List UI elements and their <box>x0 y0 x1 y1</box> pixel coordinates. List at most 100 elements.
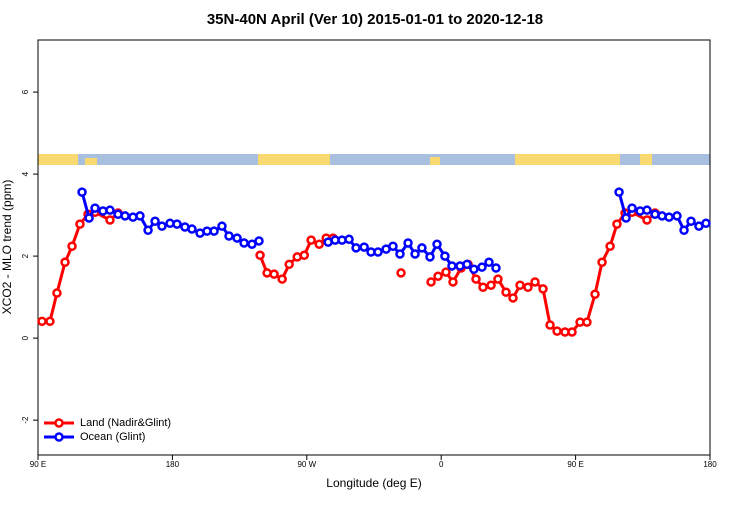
data-point <box>469 264 479 274</box>
data-point <box>277 274 287 284</box>
data-point <box>493 274 503 284</box>
legend-label: Ocean (Glint) <box>80 431 145 443</box>
data-point <box>433 271 443 281</box>
data-point <box>77 187 87 197</box>
data-point <box>90 203 100 213</box>
x-tick-label: 90 W <box>297 460 316 469</box>
data-point <box>75 219 85 229</box>
data-point <box>605 241 615 252</box>
data-point <box>672 211 682 221</box>
data-point <box>471 274 481 284</box>
legend-label: Land (Nadir&Glint) <box>80 417 171 429</box>
data-point <box>447 261 457 271</box>
data-point <box>239 238 249 248</box>
y-tick-label: -2 <box>21 416 30 424</box>
y-tick-label: 6 <box>21 89 30 94</box>
data-point <box>135 211 145 221</box>
data-point <box>567 327 577 337</box>
data-point <box>209 226 219 236</box>
data-point <box>84 213 94 223</box>
data-point <box>597 257 607 268</box>
data-point <box>60 257 70 268</box>
data-point <box>501 287 511 297</box>
data-point <box>417 243 427 253</box>
data-point <box>491 263 501 273</box>
data-point <box>37 316 47 327</box>
data-point <box>701 218 711 229</box>
data-point <box>150 216 160 227</box>
data-point <box>187 224 197 234</box>
data-point <box>508 293 518 303</box>
data-point <box>686 216 696 227</box>
data-point <box>440 251 450 261</box>
x-tick-label: 90 E <box>30 460 46 469</box>
y-tick-label: 4 <box>21 171 30 176</box>
data-point <box>410 249 420 259</box>
data-point <box>255 250 265 261</box>
data-point <box>224 231 234 241</box>
data-point <box>478 282 488 293</box>
data-point <box>582 317 592 327</box>
x-tick-label: 90 E <box>567 460 583 469</box>
data-point <box>484 257 494 268</box>
data-point <box>388 241 398 252</box>
legend-marker <box>54 432 64 442</box>
y-tick-label: 2 <box>21 253 30 258</box>
data-point <box>530 277 540 287</box>
data-point <box>157 221 167 231</box>
data-point <box>373 247 383 257</box>
data-point <box>105 205 115 215</box>
data-point <box>538 284 548 294</box>
data-point <box>425 252 435 262</box>
data-point <box>359 242 369 252</box>
data-point <box>621 213 631 223</box>
data-point <box>679 225 689 236</box>
data-point <box>105 215 115 225</box>
data-point <box>664 212 674 222</box>
data-point <box>642 215 652 225</box>
plot-frame <box>37 39 711 456</box>
x-tick-label: 180 <box>703 460 717 469</box>
map-strip <box>38 154 710 165</box>
data-point <box>426 277 436 287</box>
data-point <box>52 288 62 298</box>
data-point <box>217 221 227 231</box>
data-point <box>269 269 279 279</box>
data-point <box>67 241 77 252</box>
data-point <box>477 262 487 272</box>
data-point <box>314 239 324 249</box>
chart-title: 35N-40N April (Ver 10) 2015-01-01 to 202… <box>207 11 543 28</box>
x-tick-label: 0 <box>439 460 444 469</box>
x-tick-label: 180 <box>166 460 180 469</box>
data-point <box>254 236 264 246</box>
data-point <box>403 238 413 248</box>
x-axis-label: Longitude (deg E) <box>326 476 421 490</box>
data-point <box>545 320 555 330</box>
data-point <box>395 249 405 259</box>
data-point <box>344 234 354 245</box>
data-point <box>614 187 624 197</box>
y-axis-label: XCO2 - MLO trend (ppm) <box>0 180 14 315</box>
data-point <box>441 267 451 277</box>
data-point <box>627 203 637 213</box>
data-point <box>432 239 442 249</box>
data-point <box>515 280 525 290</box>
data-point <box>45 316 55 327</box>
series-line <box>42 210 120 323</box>
data-point <box>284 259 294 270</box>
legend-marker <box>54 418 64 428</box>
data-point <box>642 205 652 215</box>
data-point <box>232 233 242 243</box>
data-point <box>486 280 496 290</box>
y-tick-label: 0 <box>21 335 30 340</box>
data-point <box>143 225 153 236</box>
series-line <box>430 210 657 334</box>
data-point <box>247 239 257 249</box>
data-point <box>523 282 533 293</box>
data-point <box>172 219 182 229</box>
data-point <box>590 289 600 299</box>
data-point <box>306 235 316 245</box>
data-point <box>612 219 622 229</box>
data-point <box>351 243 361 253</box>
